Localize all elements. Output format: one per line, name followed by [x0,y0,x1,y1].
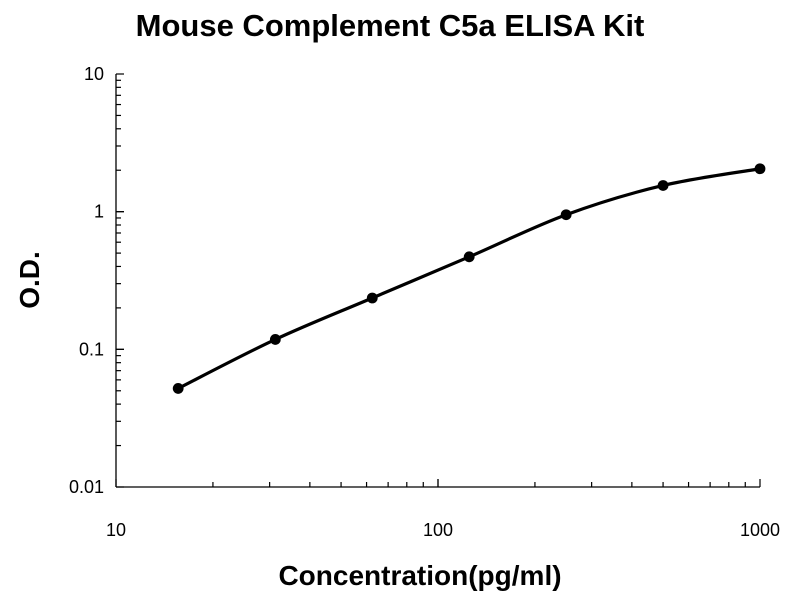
fit-curve [176,167,762,391]
data-point [560,209,572,221]
x-tick-label: 10 [106,520,126,540]
x-axis-title: Concentration(pg/ml) [278,560,561,591]
y-tick-label: 0.01 [69,477,104,497]
data-point [463,251,475,263]
data-point [657,180,669,191]
axes [115,74,760,488]
tick-labels: 0.01 0.1 1 10 10 100 1000 [69,64,780,540]
y-tick-label: 10 [84,64,104,84]
data-point [269,334,281,345]
x-tick-label: 1000 [740,520,780,540]
y-tick-label: 0.1 [79,339,104,359]
y-tick-label: 1 [94,202,104,222]
chart-title: Mouse Complement C5a ELISA Kit [136,8,645,43]
x-tick-label: 100 [423,520,453,540]
x-tick-group [115,479,761,487]
data-point [754,163,766,175]
y-tick-group [116,73,124,488]
data-point [172,383,184,394]
data-point [366,292,378,304]
y-axis-title: O.D. [14,251,45,309]
data-points [172,163,766,394]
